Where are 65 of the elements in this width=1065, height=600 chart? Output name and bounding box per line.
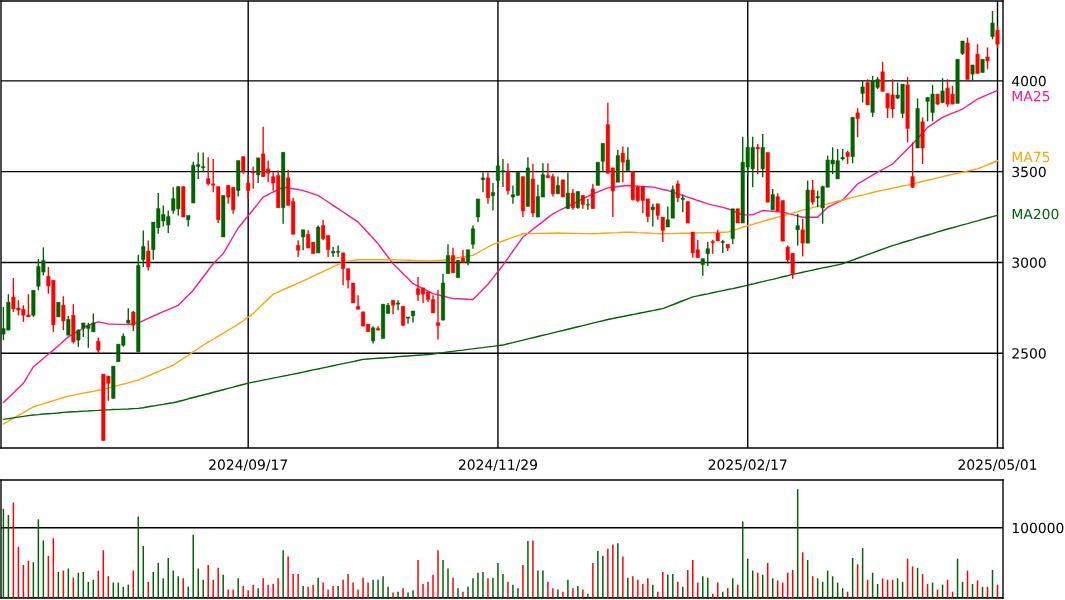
candlestick <box>795 213 800 247</box>
y-tick-label: 2500 <box>1012 348 1046 359</box>
candlestick <box>995 25 1000 49</box>
candlestick <box>61 295 66 331</box>
candlestick <box>865 78 870 106</box>
candlestick <box>910 141 915 189</box>
candlestick <box>570 188 575 211</box>
candlestick <box>625 146 630 172</box>
candlestick <box>650 203 655 228</box>
candlestick <box>416 276 421 302</box>
candlestick <box>351 282 356 304</box>
y-tick-label: 4000 <box>1012 75 1046 87</box>
y-tick-label: 3000 <box>1012 257 1046 268</box>
line-series <box>2 214 999 421</box>
candlestick <box>855 107 860 139</box>
y-tick-label: 3500 <box>1012 166 1046 178</box>
candlestick <box>500 158 505 188</box>
line-series <box>2 89 999 404</box>
candlestick <box>450 247 455 274</box>
candlestick <box>66 315 71 336</box>
candlestick <box>620 145 625 183</box>
candlestick <box>755 143 760 175</box>
y-tick-label: 100000 <box>1012 522 1064 534</box>
candlestick <box>705 241 710 267</box>
candlestick <box>600 142 605 173</box>
candlestick <box>146 239 151 272</box>
candlestick <box>975 43 980 75</box>
candlestick <box>675 179 680 203</box>
candlestick <box>296 239 301 258</box>
candlestick <box>480 171 485 193</box>
candlestick <box>595 161 600 187</box>
candlestick <box>880 61 885 93</box>
candlestick <box>665 205 670 228</box>
candlestick <box>505 162 510 196</box>
candlestick <box>860 79 865 104</box>
candlestick <box>396 299 401 311</box>
x-tick-label: 2024/11/29 <box>458 459 537 471</box>
series-label: MA75 <box>1012 151 1050 163</box>
candlestick <box>141 229 146 268</box>
candlestick <box>760 133 765 178</box>
candlestick <box>485 171 490 205</box>
candlestick <box>770 188 775 211</box>
candlestick <box>685 200 690 224</box>
candlestick <box>470 224 475 250</box>
candlestick <box>590 183 595 210</box>
candlestick <box>256 157 261 184</box>
candlestick <box>565 171 570 210</box>
candlestick <box>810 179 815 206</box>
candlestick <box>985 46 990 70</box>
candlestick <box>990 10 995 41</box>
candlestick <box>490 182 495 212</box>
series-label: MA200 <box>1012 208 1059 220</box>
x-tick-label: 2025/02/17 <box>708 459 787 471</box>
x-tick-label: 2024/09/17 <box>209 459 288 471</box>
candlestick <box>800 218 805 258</box>
x-tick-label: 2025/05/01 <box>958 459 1037 471</box>
line-series <box>2 160 999 425</box>
candlestick <box>436 288 441 341</box>
candlestick <box>585 198 590 211</box>
candlestick <box>475 198 480 223</box>
candlestick <box>445 243 451 275</box>
series-label: MA25 <box>1012 90 1050 102</box>
candlestick <box>660 216 665 243</box>
candlestick <box>301 229 306 251</box>
candlestick <box>940 77 945 105</box>
